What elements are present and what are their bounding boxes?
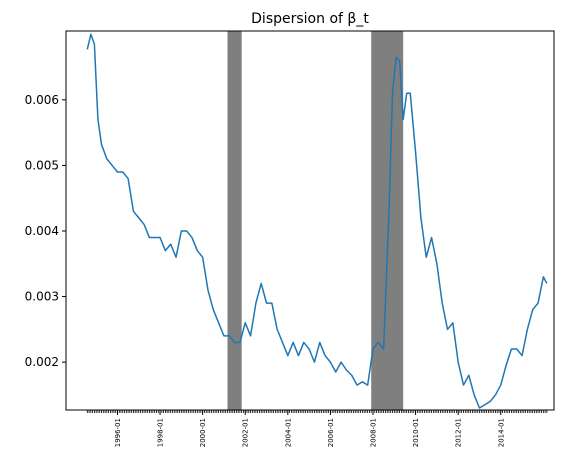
shaded-region [227, 31, 242, 410]
x-tick-label: 2008-01 [369, 418, 377, 447]
plot-area [86, 31, 548, 410]
x-tick-label: 2012-01 [455, 418, 463, 447]
y-tick-label: 0.005 [25, 158, 59, 172]
x-tick-label: 2014-01 [497, 418, 505, 447]
axes-frame [65, 30, 555, 411]
x-tick-label: 2000-01 [199, 418, 207, 447]
y-tick-label: 0.002 [25, 355, 59, 369]
x-tick-label: 2002-01 [242, 418, 250, 447]
y-tick-label: 0.004 [25, 224, 59, 238]
x-tick-label: 2004-01 [284, 418, 292, 447]
x-tick-label: 1996-01 [114, 418, 122, 447]
x-tick-label: 2006-01 [327, 418, 335, 447]
x-tick-label: 2010-01 [412, 418, 420, 447]
chart-title: Dispersion of β_t [251, 11, 369, 27]
x-tick-label: 1998-01 [157, 418, 165, 447]
shaded-region [371, 31, 404, 410]
y-tick-label: 0.006 [25, 93, 59, 107]
line-series [86, 33, 548, 409]
y-tick-label: 0.003 [25, 290, 59, 304]
